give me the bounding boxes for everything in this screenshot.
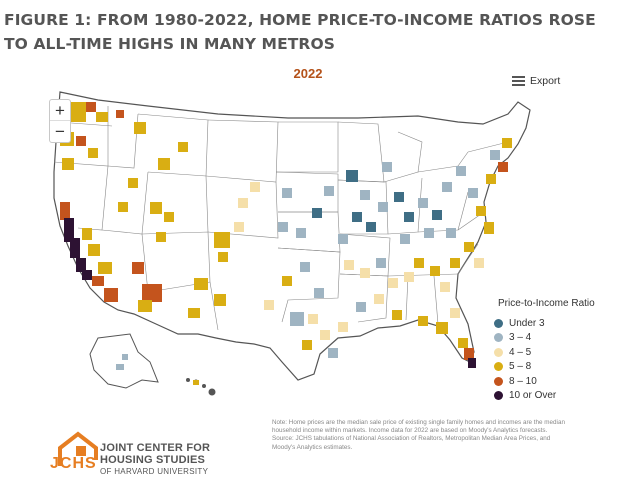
hawaii-metro bbox=[193, 380, 199, 385]
logo-line-3: OF HARVARD UNIVERSITY bbox=[100, 467, 209, 476]
legend-item[interactable]: 8 – 10 bbox=[494, 374, 604, 389]
zoom-controls: + − bbox=[49, 99, 71, 143]
legend-label: 5 – 8 bbox=[509, 361, 532, 373]
legend: Price-to-Income Ratio Under 3 3 – 4 4 – 5 5… bbox=[494, 298, 604, 403]
zoom-out-button[interactable]: − bbox=[55, 122, 65, 141]
hawaii-islands bbox=[186, 378, 216, 396]
alaska-outline bbox=[89, 333, 159, 389]
us-map[interactable] bbox=[38, 62, 594, 426]
footnote: Note: Home prices are the median sale pr… bbox=[272, 419, 572, 452]
legend-item[interactable]: 5 – 8 bbox=[494, 360, 604, 375]
map-year: 2022 bbox=[293, 66, 323, 81]
legend-title: Price-to-Income Ratio bbox=[498, 298, 595, 309]
legend-swatch bbox=[494, 391, 503, 401]
alaska-metro bbox=[116, 364, 124, 370]
zoom-in-button[interactable]: + bbox=[50, 100, 70, 121]
logo-acronym: JCHS bbox=[50, 455, 97, 472]
logo-line-2: HOUSING STUDIES bbox=[100, 454, 206, 466]
legend-swatch bbox=[494, 347, 503, 357]
legend-item[interactable]: 4 – 5 bbox=[494, 345, 604, 360]
legend-item[interactable]: 3 – 4 bbox=[494, 331, 604, 346]
alaska-metro bbox=[122, 354, 128, 360]
map-area[interactable] bbox=[38, 62, 594, 426]
export-label: Export bbox=[530, 75, 561, 87]
legend-item[interactable]: 10 or Over bbox=[494, 389, 604, 404]
menu-icon bbox=[512, 76, 525, 86]
figure-title: FIGURE 1: FROM 1980-2022, HOME PRICE-TO-… bbox=[4, 11, 596, 53]
logo-line-1: JOINT CENTER FOR bbox=[100, 442, 211, 454]
legend-swatch bbox=[494, 362, 503, 372]
source-text: Source: JCHS tabulations of National Ass… bbox=[272, 435, 551, 451]
legend-label: 8 – 10 bbox=[509, 375, 537, 387]
legend-label: 4 – 5 bbox=[509, 346, 532, 358]
legend-label: 3 – 4 bbox=[509, 332, 532, 344]
legend-label: 10 or Over bbox=[509, 390, 557, 402]
legend-swatch bbox=[494, 376, 503, 386]
export-button[interactable]: Export bbox=[512, 72, 560, 90]
legend-swatch bbox=[494, 318, 503, 328]
legend-item[interactable]: Under 3 bbox=[494, 316, 604, 331]
legend-swatch bbox=[494, 333, 503, 343]
logo-org-name: JOINT CENTER FOR HOUSING STUDIES OF HARV… bbox=[100, 442, 210, 478]
note-text: Note: Home prices are the median sale pr… bbox=[272, 419, 565, 435]
legend-label: Under 3 bbox=[509, 317, 545, 329]
